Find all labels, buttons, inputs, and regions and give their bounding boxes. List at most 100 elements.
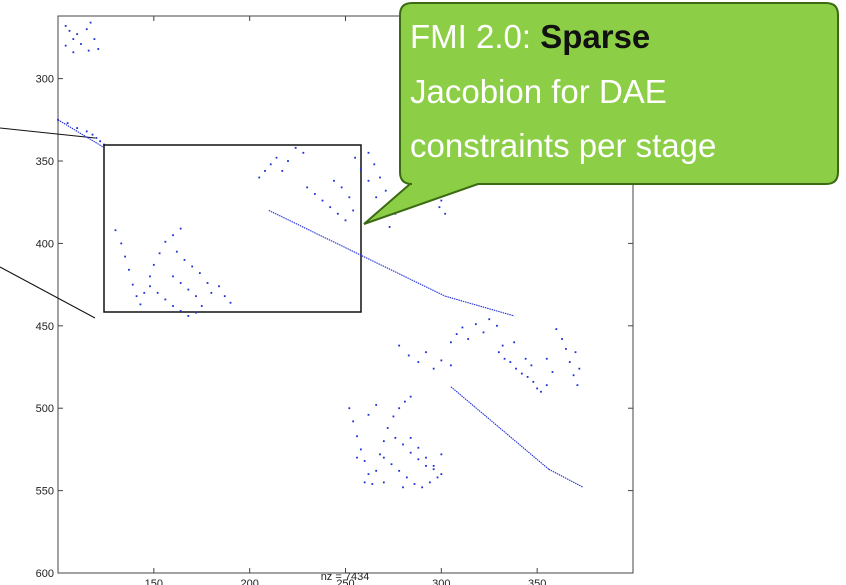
sparsity-point xyxy=(87,49,90,52)
sparsity-point xyxy=(375,196,378,199)
sparsity-point xyxy=(64,24,67,27)
sparsity-point xyxy=(348,407,351,410)
y-tick-label: 500 xyxy=(36,403,54,415)
sparsity-point xyxy=(390,463,393,466)
y-tick-label: 350 xyxy=(36,156,54,168)
sparsity-point xyxy=(306,186,309,189)
sparsity-point xyxy=(172,305,174,307)
sparsity-point xyxy=(382,481,385,484)
sparsity-point xyxy=(503,357,506,360)
sparsity-point xyxy=(574,351,577,354)
sparsity-point xyxy=(66,122,69,125)
callout-bold-word: Sparse xyxy=(540,18,650,55)
sparsity-point xyxy=(421,486,424,489)
sparsity-point xyxy=(321,199,324,202)
x-tick-label: 350 xyxy=(528,578,546,585)
sparsity-point xyxy=(488,318,491,321)
sparsity-point xyxy=(80,43,82,45)
sparsity-point xyxy=(407,354,410,357)
x-axis-label: nz = 7434 xyxy=(321,571,370,583)
sparsity-point xyxy=(172,234,174,237)
sparsity-point xyxy=(363,481,366,484)
zoom-pointer-line-lower xyxy=(0,266,96,319)
sparsity-point xyxy=(536,387,539,390)
x-tick-label: 300 xyxy=(432,578,450,585)
sparsity-point xyxy=(551,371,554,373)
sparsity-point xyxy=(388,226,391,228)
sparsity-point xyxy=(576,384,579,387)
sparsity-point xyxy=(496,324,498,327)
sparsity-point xyxy=(198,272,201,274)
sparsity-point xyxy=(474,323,477,326)
sparsity-point xyxy=(568,361,571,363)
sparsity-point xyxy=(513,341,516,344)
sparsity-point xyxy=(371,483,374,485)
sparsity-point xyxy=(450,364,452,367)
sparsity-point xyxy=(93,38,96,40)
sparsity-point xyxy=(413,483,416,485)
sparsity-point xyxy=(158,252,161,255)
sparsity-point xyxy=(195,311,197,314)
sparsity-point xyxy=(210,291,213,294)
sparsity-point xyxy=(336,212,339,215)
sparsity-point xyxy=(444,212,447,215)
diagonal-band xyxy=(450,386,550,470)
sparsity-point xyxy=(120,242,123,245)
sparsity-point xyxy=(218,285,220,288)
sparsity-point xyxy=(440,453,443,456)
x-tick-label: 200 xyxy=(240,578,258,585)
sparsity-point xyxy=(264,170,266,172)
sparsity-point xyxy=(398,344,401,347)
sparsity-point xyxy=(526,375,529,378)
inset-box xyxy=(103,144,362,313)
sparsity-point xyxy=(373,163,376,166)
sparsity-point xyxy=(545,357,548,360)
y-tick-label: 600 xyxy=(36,568,54,580)
sparsity-point xyxy=(149,285,151,288)
sparsity-point xyxy=(392,415,395,418)
sparsity-point xyxy=(97,48,100,50)
y-tick-label: 550 xyxy=(36,486,54,498)
sparsity-point xyxy=(352,209,355,212)
diagonal-band xyxy=(445,295,515,317)
sparsity-point xyxy=(367,473,370,476)
sparsity-point xyxy=(135,295,138,298)
sparsity-point xyxy=(187,288,190,291)
sparsity-point xyxy=(164,298,167,301)
sparsity-point xyxy=(195,295,197,298)
sparsity-point xyxy=(440,473,443,476)
sparsity-point xyxy=(467,338,470,340)
callout-bubble xyxy=(363,2,839,225)
diagonal-band xyxy=(548,468,584,488)
sparsity-point xyxy=(379,176,381,179)
inset-diagonals xyxy=(268,209,515,317)
sparsity-point xyxy=(352,420,355,423)
sparsity-point xyxy=(409,451,412,454)
sparsity-point xyxy=(540,390,542,393)
sparsity-point xyxy=(509,361,512,363)
y-tick-label: 400 xyxy=(36,238,54,250)
sparsity-point xyxy=(191,265,194,268)
sparsity-point xyxy=(114,229,117,232)
sparsity-point xyxy=(438,206,441,209)
sparsity-point xyxy=(530,364,533,367)
sparsity-point xyxy=(131,283,134,286)
sparsity-point xyxy=(379,453,381,456)
sparsity-point xyxy=(183,258,186,261)
sparsity-point xyxy=(425,464,427,467)
sparsity-point xyxy=(497,351,500,354)
x-tick-label: 250 xyxy=(336,578,354,585)
sparsity-point xyxy=(555,328,558,331)
sparsity-point xyxy=(143,291,146,294)
sparsity-point xyxy=(425,456,427,459)
sparsity-point xyxy=(428,481,431,484)
sparsity-point xyxy=(515,367,517,370)
sparsity-point xyxy=(359,168,362,171)
sparsity-point xyxy=(229,301,232,304)
sparsity-point xyxy=(200,305,203,307)
sparsity-point xyxy=(172,275,174,278)
sparsity-point xyxy=(561,338,563,340)
sparsity-point xyxy=(333,179,335,182)
sparsity-point xyxy=(375,404,378,406)
